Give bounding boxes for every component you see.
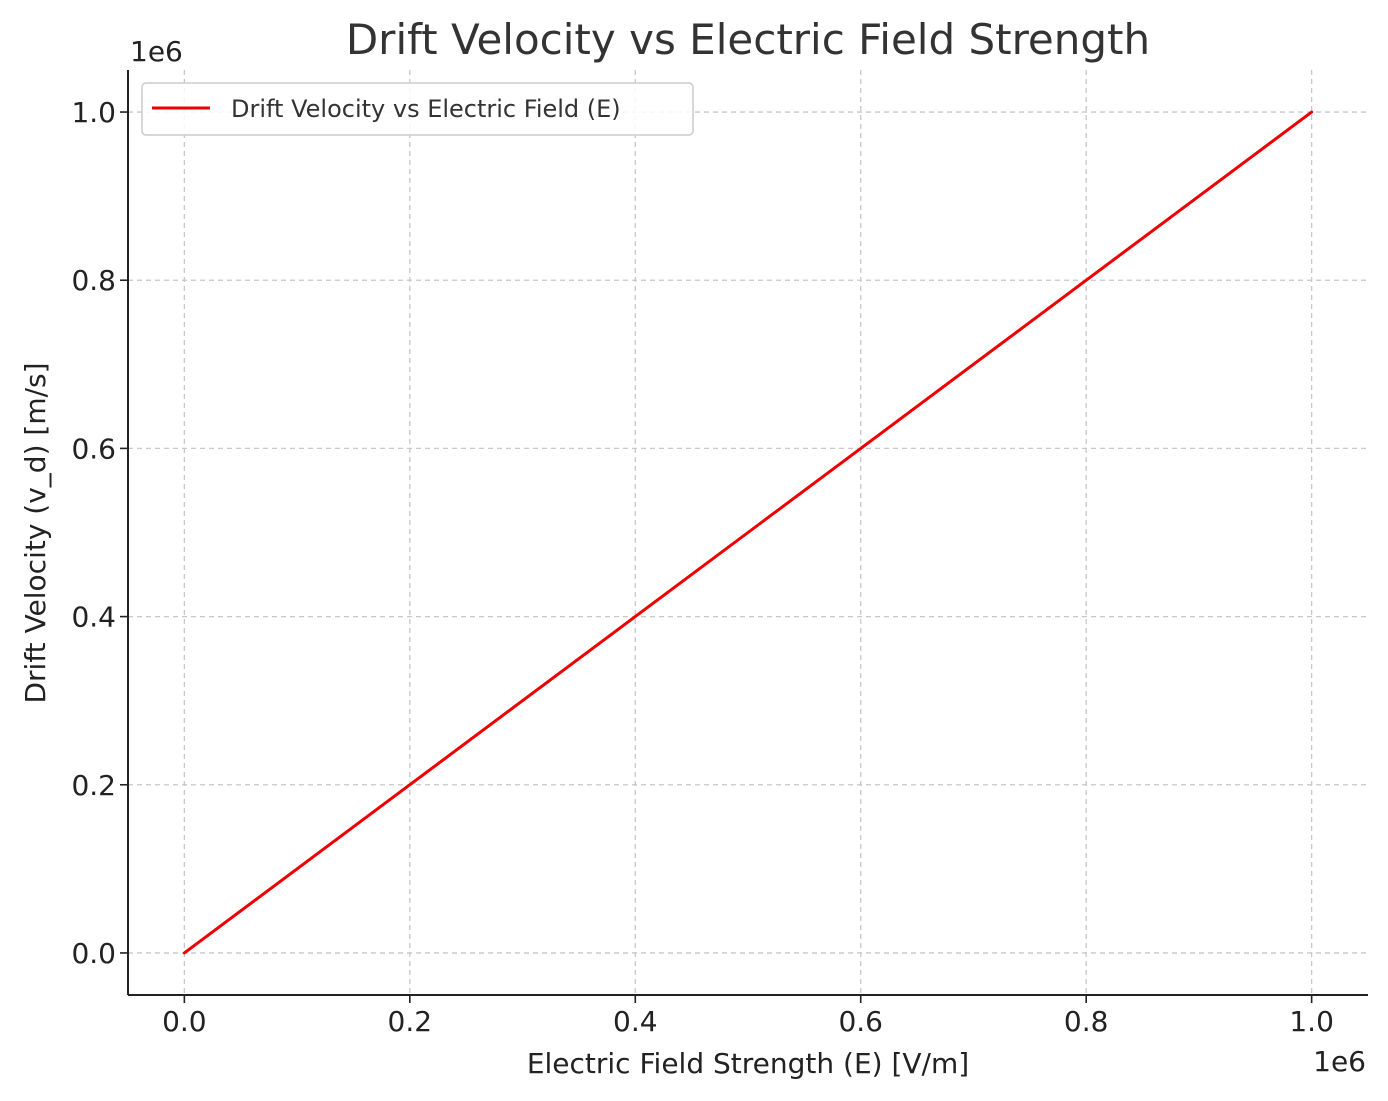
x-tick-label: 0.6: [838, 1005, 883, 1038]
x-axis-label: Electric Field Strength (E) [V/m]: [527, 1047, 969, 1080]
x-tick-label: 0.8: [1064, 1005, 1109, 1038]
y-axis-label: Drift Velocity (v_d) [m/s]: [19, 362, 52, 703]
legend: Drift Velocity vs Electric Field (E): [141, 82, 694, 136]
x-tick-label: 0.2: [388, 1005, 433, 1038]
legend-box: [141, 82, 694, 136]
drift-velocity-line: [182, 110, 1314, 955]
grid: [128, 70, 1368, 995]
y-tick-label: 0.8: [71, 264, 116, 297]
x-tick-label: 0.0: [162, 1005, 207, 1038]
y-tick-label: 0.4: [71, 601, 116, 634]
series-layer: [182, 110, 1314, 955]
ticks: 0.0 0.2 0.4 0.6 0.8 1.0 0.0 0.2 0.4 0.6 0.8 1.0: [71, 96, 1333, 1038]
y-tick-label: 0.2: [71, 769, 116, 802]
x-offset-label: 1e6: [1313, 1045, 1366, 1078]
chart-title: Drift Velocity vs Electric Field Strengt…: [346, 15, 1150, 64]
x-tick-label: 0.4: [613, 1005, 658, 1038]
y-tick-label: 0.0: [71, 937, 116, 970]
y-tick-label: 1.0: [71, 96, 116, 129]
y-offset-label: 1e6: [130, 35, 183, 68]
x-tick-label: 1.0: [1289, 1005, 1334, 1038]
y-tick-label: 0.6: [71, 432, 116, 465]
legend-label: Drift Velocity vs Electric Field (E): [231, 95, 621, 123]
